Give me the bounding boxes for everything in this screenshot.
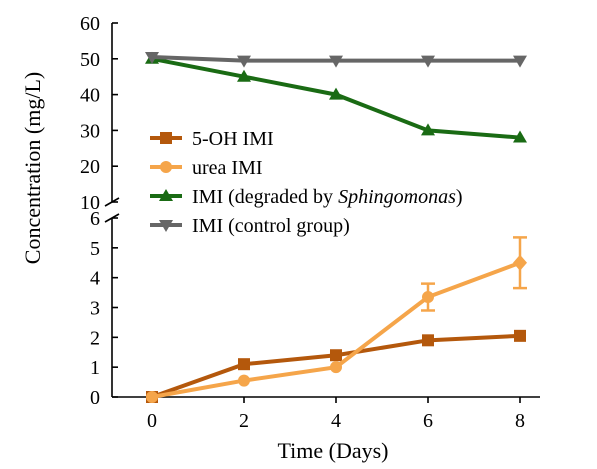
legend-swatch-marker — [160, 161, 172, 173]
data-point — [513, 130, 527, 143]
x-tick-label: 8 — [515, 410, 525, 432]
legend-label-part: ) — [456, 186, 463, 208]
data-point — [513, 254, 527, 271]
y-tick-label-lower: 6 — [90, 208, 100, 230]
data-point — [514, 329, 526, 342]
y-tick-label-lower: 1 — [90, 357, 100, 379]
legend-label: urea IMI — [192, 157, 263, 179]
data-point — [238, 374, 250, 387]
y-axis-title: Concentration (mg/L) — [20, 72, 45, 264]
data-point — [146, 391, 158, 403]
legend-item-urea-imi: urea IMI — [150, 157, 263, 179]
y-tick-label-lower: 0 — [90, 387, 100, 409]
legend-label-part: IMI (control group) — [192, 215, 350, 237]
legend-label: IMI (degraded by Sphingomonas) — [192, 186, 463, 208]
y-tick-label-upper: 10 — [80, 192, 100, 214]
y-tick-label-upper: 40 — [80, 85, 100, 107]
legend-label-part: Sphingomonas — [338, 186, 456, 208]
legend-swatch-marker — [159, 189, 173, 201]
legend-label: 5-OH IMI — [192, 128, 274, 150]
data-point — [330, 361, 342, 374]
y-tick-label-lower: 5 — [90, 238, 100, 260]
legend-swatch-marker — [160, 132, 172, 144]
legend-item-5-oh-imi: 5-OH IMI — [150, 128, 274, 150]
plot-area — [145, 51, 527, 403]
legend: 5-OH IMI urea IMI IMI (degraded by Sphingo… — [150, 128, 463, 237]
legend-label-part: 5-OH IMI — [192, 128, 274, 150]
data-point — [329, 87, 343, 100]
data-point — [422, 334, 434, 347]
x-tick-label: 4 — [331, 410, 341, 432]
x-tick-label: 6 — [423, 410, 433, 432]
legend-label-part: urea IMI — [192, 157, 263, 179]
data-point — [145, 52, 159, 65]
legend-label-part: IMI (degraded by — [192, 186, 338, 208]
y-tick-label-upper: 30 — [80, 120, 100, 142]
data-point — [421, 55, 435, 68]
data-point — [422, 291, 434, 304]
series-imi-control-group — [145, 52, 527, 68]
y-tick-label-lower: 2 — [90, 327, 100, 349]
x-tick-label: 0 — [147, 410, 157, 432]
y-tick-label-upper: 60 — [80, 13, 100, 35]
x-tick-label: 2 — [239, 410, 249, 432]
legend-swatch-marker — [159, 220, 173, 232]
series-urea-imi — [146, 236, 527, 403]
data-point — [237, 69, 251, 82]
data-point — [238, 358, 250, 371]
legend-item-imi-degraded-by-sphingomonas: IMI (degraded by Sphingomonas) — [150, 186, 463, 208]
y-tick-label-upper: 20 — [80, 156, 100, 178]
data-point — [237, 55, 251, 68]
x-axis-title: Time (Days) — [277, 438, 388, 463]
y-tick-label-upper: 50 — [80, 49, 100, 71]
legend-label: IMI (control group) — [192, 215, 350, 237]
legend-item-imi-control-group: IMI (control group) — [150, 215, 350, 237]
data-point — [330, 349, 342, 362]
data-point — [513, 55, 527, 68]
y-tick-label-lower: 3 — [90, 298, 100, 320]
data-point — [329, 55, 343, 68]
data-point — [421, 123, 435, 136]
y-tick-label-lower: 4 — [90, 268, 100, 290]
series-imi-degraded-by-sphingomonas — [145, 51, 527, 143]
